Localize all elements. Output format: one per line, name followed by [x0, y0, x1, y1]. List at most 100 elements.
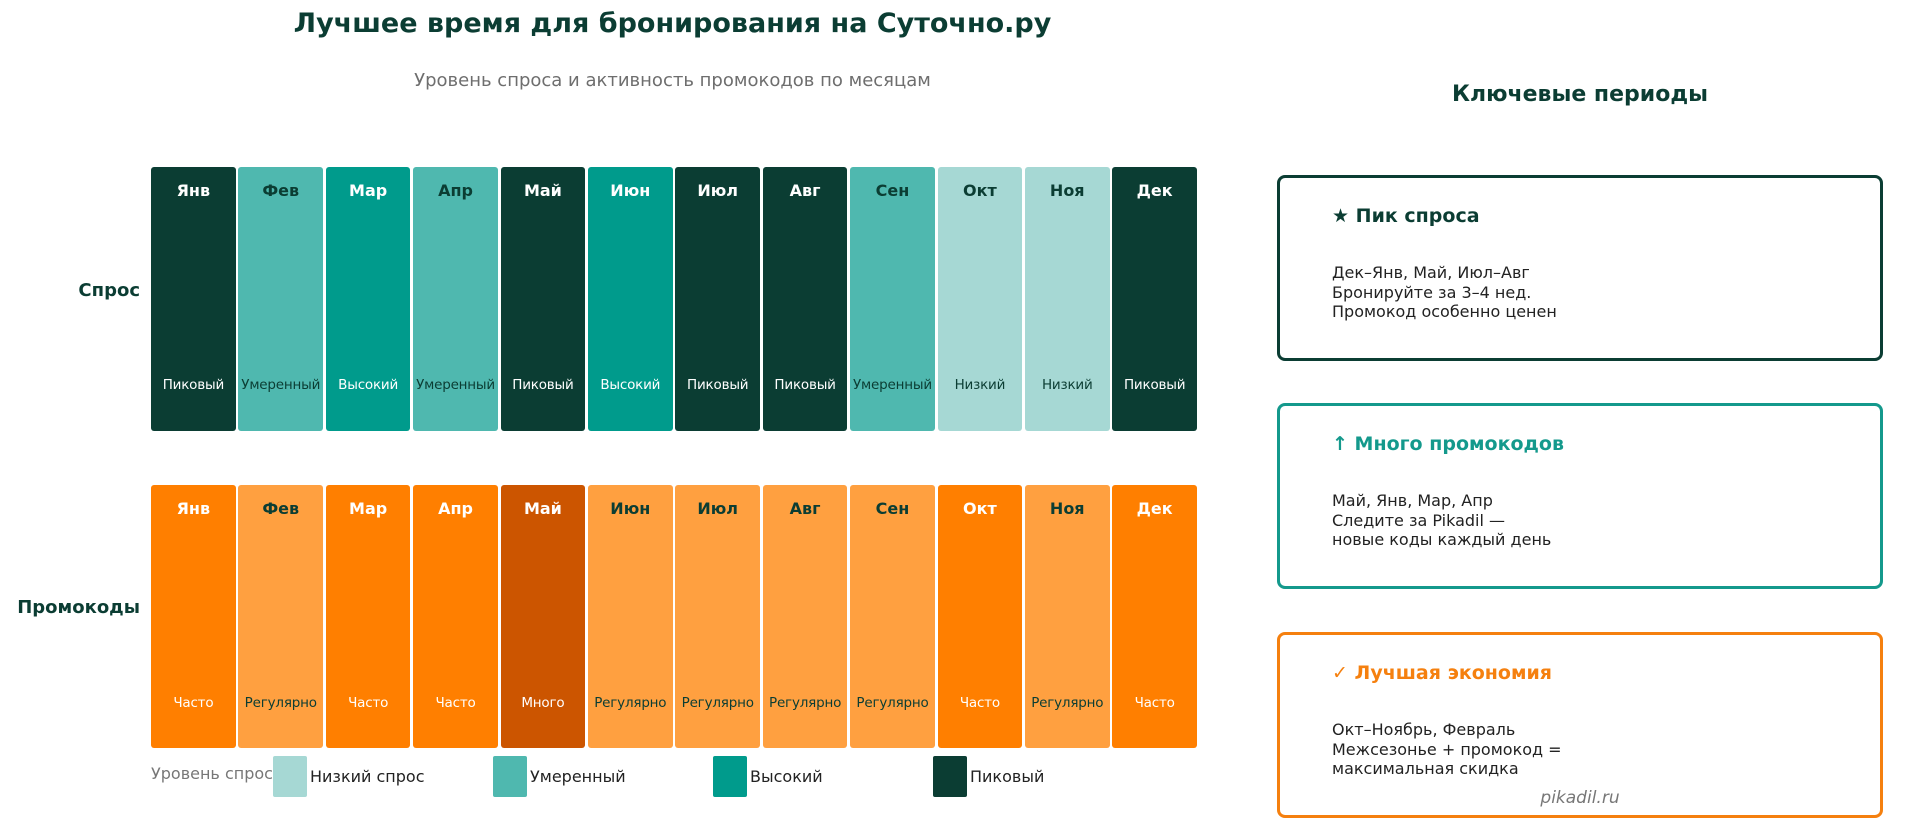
card-title: ↑ Много промокодов — [1332, 433, 1564, 455]
level-label: Часто — [959, 695, 1000, 711]
demand-cell: Дек Пиковый — [1112, 167, 1197, 431]
legend-swatch-high — [713, 756, 747, 797]
promo-cell: Мар Часто — [325, 485, 411, 748]
month-label: Ноя — [1049, 499, 1085, 518]
level-label: Умеренный — [416, 377, 495, 393]
demand-cell: Июн Высокий — [587, 167, 673, 431]
month-label: Авг — [789, 181, 821, 200]
arrow-up-icon: ↑ — [1332, 433, 1348, 455]
card-peak-demand: ★ Пик спроса Дек–Янв, Май, Июл–Авг Бронир… — [1277, 175, 1883, 361]
level-label: Часто — [348, 695, 389, 711]
month-label: Май — [523, 181, 562, 200]
promo-cell: Фев Регулярно — [238, 485, 324, 748]
month-label: Дек — [1136, 499, 1173, 518]
card-many-promos: ↑ Много промокодов Май, Янв, Мар, Апр Сле… — [1277, 403, 1883, 589]
promo-cell: Июн Регулярно — [587, 485, 673, 748]
demand-cell: Апр Умеренный — [413, 167, 498, 431]
card-best-savings: ✓ Лучшая экономия Окт–Ноябрь, Февраль Меж… — [1277, 632, 1883, 818]
month-label: Мар — [349, 181, 388, 200]
demand-row-label: Спрос — [78, 280, 140, 301]
demand-cell: Окт Низкий — [937, 167, 1023, 431]
level-label: Регулярно — [244, 695, 317, 711]
legend-swatch-moderate — [493, 756, 527, 797]
level-label: Низкий — [954, 377, 1006, 393]
card-body: Май, Янв, Мар, Апр Следите за Pikadil — но… — [1332, 491, 1552, 549]
demand-cell: Авг Пиковый — [762, 167, 848, 431]
level-label: Высокий — [600, 377, 661, 393]
level-label: Регулярно — [1031, 695, 1104, 711]
level-label: Регулярно — [681, 695, 754, 711]
promo-cell: Сен Регулярно — [850, 485, 935, 748]
level-label: Регулярно — [594, 695, 667, 711]
promo-cell: Янв Часто — [151, 485, 236, 748]
month-label: Авг — [789, 499, 821, 518]
card-body: Дек–Янв, Май, Июл–Авг Бронируйте за 3–4 н… — [1332, 263, 1557, 321]
legend-label: Высокий — [750, 767, 823, 786]
month-label: Дек — [1136, 181, 1173, 200]
month-label: Июн — [610, 181, 651, 200]
month-label: Сен — [875, 181, 910, 200]
chart-title: Лучшее время для бронирования на Суточно… — [293, 8, 1052, 39]
month-label: Сен — [875, 499, 910, 518]
card-body: Окт–Ноябрь, Февраль Межсезонье + промокод… — [1332, 720, 1562, 778]
chart-subtitle: Уровень спроса и активность промокодов п… — [414, 70, 931, 91]
promo-cell: Ноя Регулярно — [1024, 485, 1110, 748]
level-label: Пиковый — [512, 377, 574, 393]
check-icon: ✓ — [1332, 662, 1348, 684]
level-label: Регулярно — [856, 695, 929, 711]
month-label: Май — [523, 499, 562, 518]
level-label: Высокий — [338, 377, 399, 393]
month-label: Ноя — [1049, 181, 1085, 200]
demand-cell: Мар Высокий — [325, 167, 411, 431]
demand-cell: Фев Умеренный — [238, 167, 324, 431]
level-label: Умеренный — [241, 377, 321, 393]
month-label: Окт — [963, 499, 997, 518]
level-label: Часто — [435, 695, 476, 711]
month-label: Мар — [349, 499, 388, 518]
month-label: Фев — [262, 181, 300, 200]
star-icon: ★ — [1332, 205, 1350, 227]
month-label: Окт — [963, 181, 997, 200]
demand-cell: Май Пиковый — [500, 167, 586, 431]
promo-cell: Дек Часто — [1112, 485, 1197, 748]
promo-cell: Апр Часто — [413, 485, 498, 748]
level-label: Низкий — [1041, 377, 1093, 393]
legend-label: Умеренный — [530, 767, 626, 786]
legend-item-moderate: Умеренный — [493, 756, 626, 797]
demand-row: Янв Пиковый Фев Умеренный Мар Высокий Апр Умере… — [151, 167, 1197, 431]
level-label: Пиковый — [687, 377, 749, 393]
card-title: ★ Пик спроса — [1332, 205, 1480, 227]
demand-cell: Сен Умеренный — [850, 167, 935, 431]
level-label: Пиковый — [774, 377, 836, 393]
legend-item-peak: Пиковый — [933, 756, 1044, 797]
demand-cell: Янв Пиковый — [151, 167, 236, 431]
demand-cell: Ноя Низкий — [1024, 167, 1110, 431]
month-label: Фев — [262, 499, 300, 518]
demand-cell: Июл Пиковый — [675, 167, 761, 431]
month-label: Июл — [697, 499, 739, 518]
month-label: Апр — [438, 181, 473, 200]
promo-cell: Авг Регулярно — [762, 485, 848, 748]
legend-item-high: Высокий — [713, 756, 823, 797]
promo-cell: Май Много — [500, 485, 586, 748]
source-watermark: pikadil.ru — [1540, 788, 1620, 808]
month-label: Янв — [176, 181, 211, 200]
legend-item-low: Низкий спрос — [273, 756, 424, 797]
month-label: Янв — [176, 499, 211, 518]
promo-row-label: Промокоды — [17, 597, 140, 618]
level-label: Пиковый — [162, 377, 225, 393]
legend-swatch-peak — [933, 756, 967, 797]
level-label: Много — [521, 695, 565, 711]
legend-label: Низкий спрос — [310, 767, 425, 786]
level-label: Часто — [173, 695, 214, 711]
legend-swatch-low — [273, 756, 307, 797]
level-label: Умеренный — [853, 377, 932, 393]
card-title: ✓ Лучшая экономия — [1332, 662, 1553, 684]
promo-row: Янв Часто Фев Регулярно Мар Часто Апр Часто Май М… — [151, 485, 1197, 748]
promo-cell: Июл Регулярно — [675, 485, 761, 748]
month-label: Апр — [438, 499, 473, 518]
level-label: Пиковый — [1123, 377, 1186, 393]
promo-cell: Окт Часто — [937, 485, 1023, 748]
level-label: Часто — [1134, 695, 1175, 711]
legend-title: Уровень спроса: — [151, 764, 289, 783]
